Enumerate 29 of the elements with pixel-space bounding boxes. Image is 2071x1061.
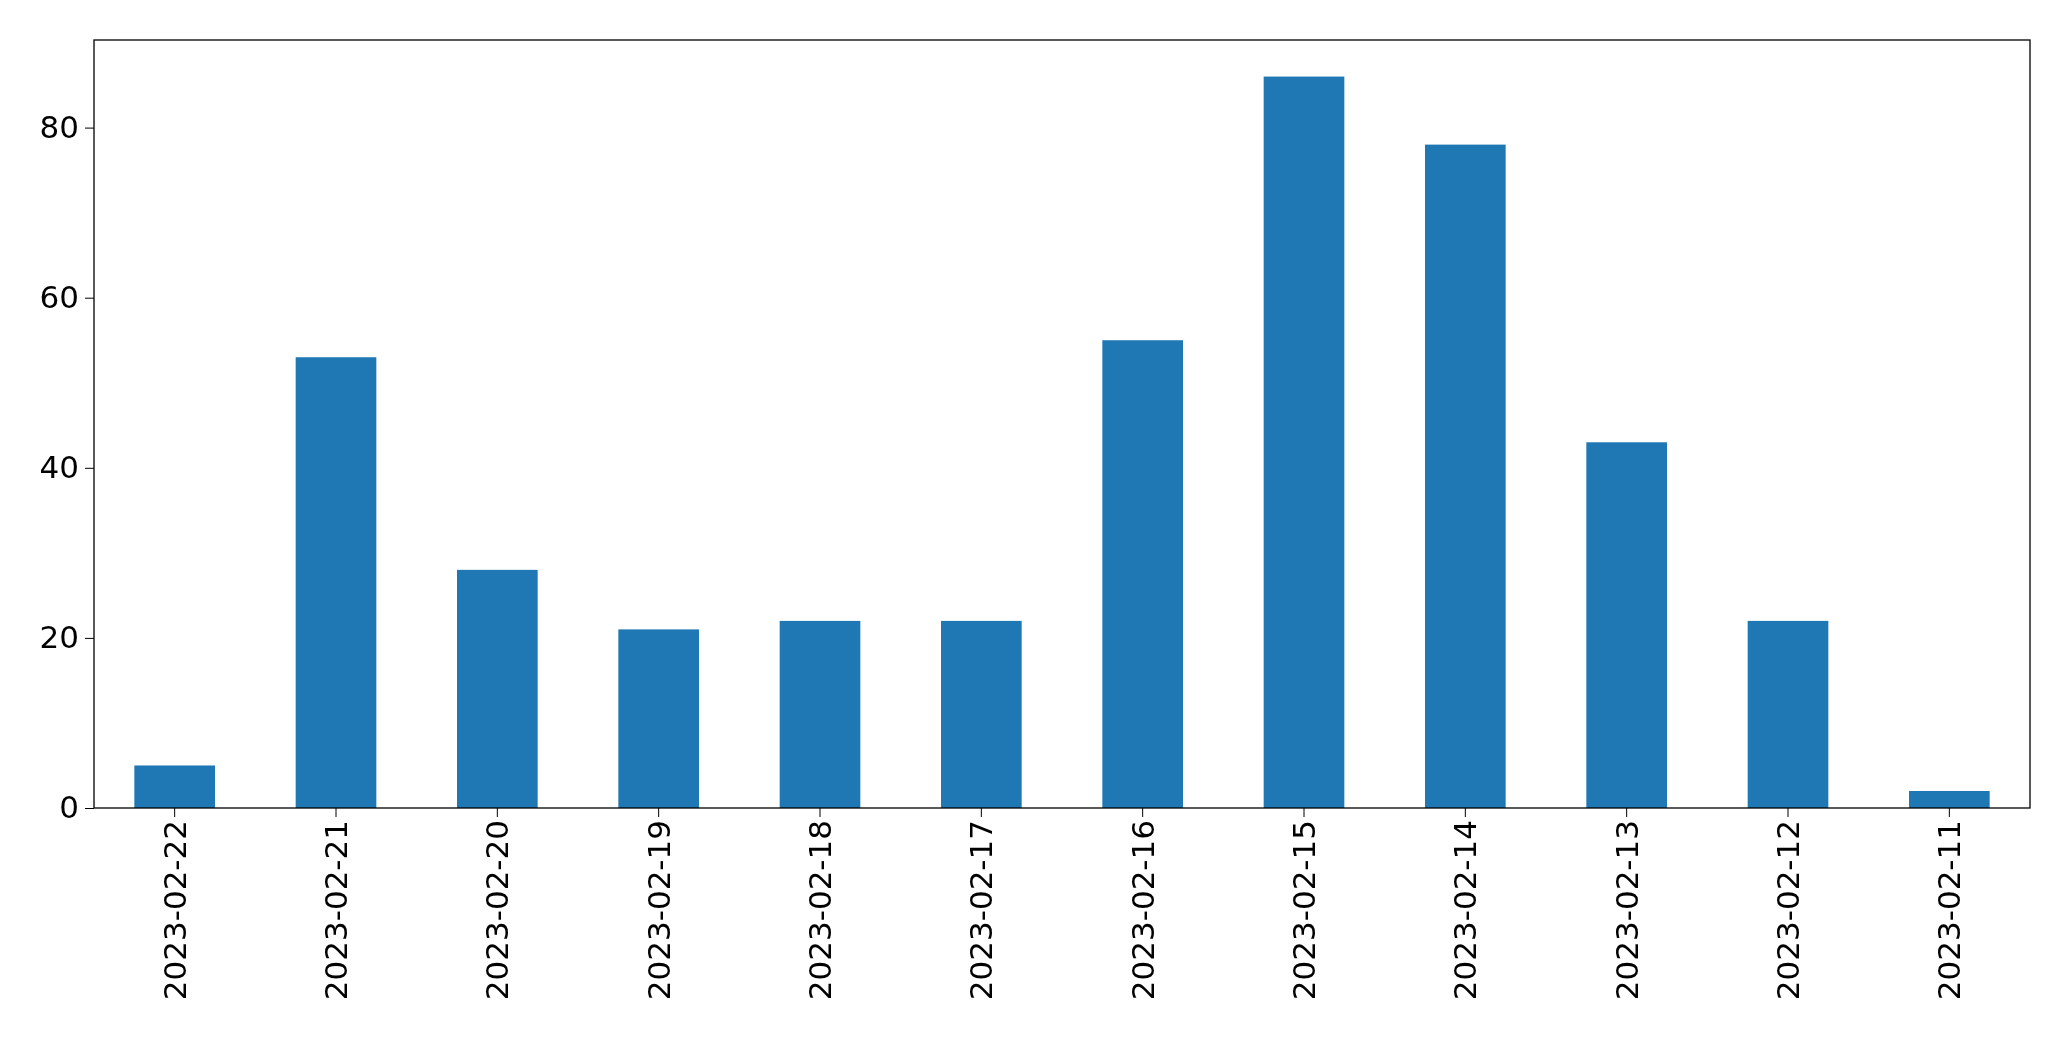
x-tick-label: 2023-02-21 bbox=[318, 820, 354, 1001]
y-tick-label: 40 bbox=[39, 449, 79, 486]
bar bbox=[134, 765, 215, 808]
bar bbox=[1425, 144, 1506, 808]
x-tick-label: 2023-02-12 bbox=[1770, 820, 1806, 1001]
x-tick-label: 2023-02-13 bbox=[1608, 820, 1645, 1001]
bar bbox=[1909, 790, 1990, 808]
x-tick-label: 2023-02-15 bbox=[1286, 820, 1322, 1001]
x-tick-label: 2023-02-11 bbox=[1931, 820, 1968, 1001]
bar bbox=[618, 629, 699, 808]
x-tick-label: 2023-02-20 bbox=[479, 820, 516, 1001]
bar bbox=[1747, 620, 1829, 808]
bar bbox=[1586, 442, 1667, 808]
x-tick-label: 2023-02-18 bbox=[802, 820, 838, 1001]
y-tick-label: 60 bbox=[39, 279, 79, 316]
x-tick-label: 2023-02-17 bbox=[963, 820, 1000, 1001]
x-tick-label: 2023-02-22 bbox=[156, 820, 193, 1001]
bar bbox=[1102, 340, 1183, 808]
bar bbox=[295, 357, 377, 808]
x-tick-label: 2023-02-14 bbox=[1447, 820, 1484, 1001]
bar bbox=[1263, 76, 1345, 808]
bar bbox=[941, 620, 1022, 808]
y-tick-label: 0 bbox=[59, 789, 79, 826]
x-tick-label: 2023-02-16 bbox=[1124, 820, 1161, 1001]
y-tick-label: 80 bbox=[39, 109, 79, 146]
x-tick-label: 2023-02-19 bbox=[640, 820, 677, 1001]
bar bbox=[457, 569, 538, 808]
bar bbox=[779, 620, 861, 808]
y-tick-label: 20 bbox=[39, 619, 79, 656]
